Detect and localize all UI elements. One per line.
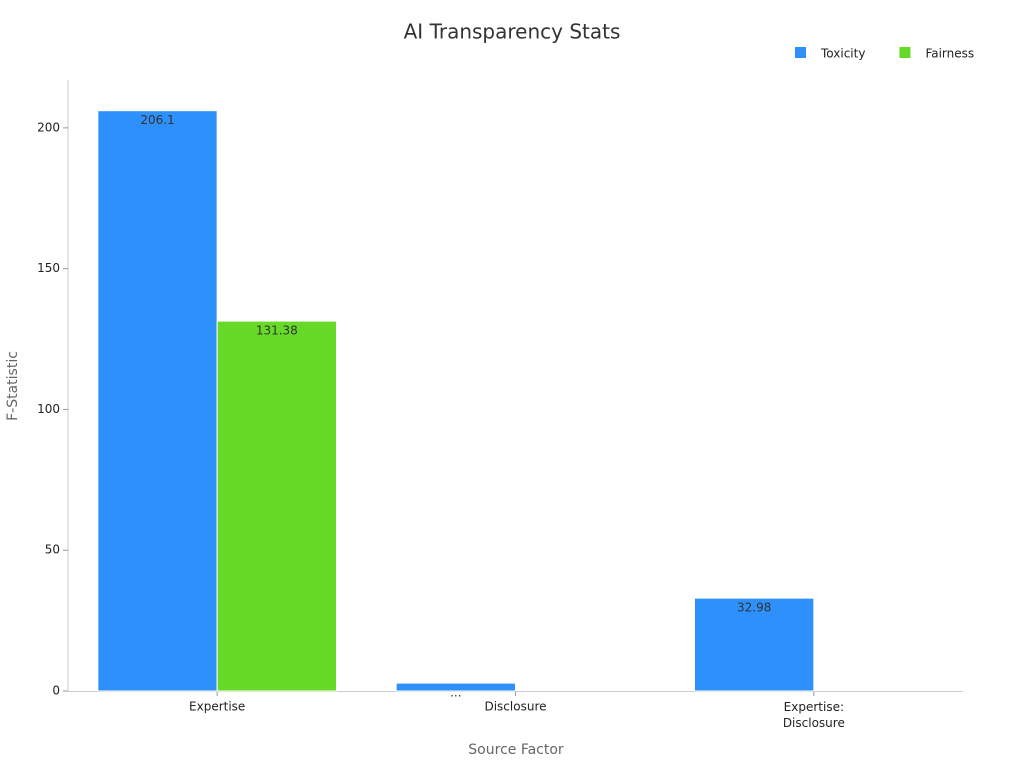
- chart-title: AI Transparency Stats: [404, 20, 621, 44]
- y-tick-label: 100: [37, 402, 60, 416]
- y-tick-label: 0: [52, 684, 60, 698]
- bar: [694, 597, 815, 692]
- value-label: 131.38: [256, 324, 298, 338]
- legend-label: Toxicity: [820, 47, 865, 61]
- value-label: 206.1: [140, 113, 174, 127]
- x-axis-label: Source Factor: [468, 742, 564, 758]
- x-tick-label: Expertise: Disclosure: [783, 700, 845, 730]
- legend-label: Fairness: [925, 47, 974, 61]
- x-tick-label: Expertise: [189, 700, 245, 714]
- value-label: 32.98: [737, 601, 771, 615]
- legend-swatch: [795, 47, 806, 58]
- y-tick-label: 200: [37, 120, 60, 134]
- bar: [216, 320, 338, 692]
- y-tick-label: 150: [37, 261, 60, 275]
- bar: [395, 682, 516, 692]
- x-tick-label: Disclosure: [484, 700, 546, 714]
- y-tick-label: 50: [45, 543, 60, 557]
- value-label: ...: [450, 686, 461, 700]
- legend-swatch: [899, 47, 911, 58]
- y-axis-label: F-Statistic: [5, 351, 21, 421]
- bar: [97, 110, 218, 692]
